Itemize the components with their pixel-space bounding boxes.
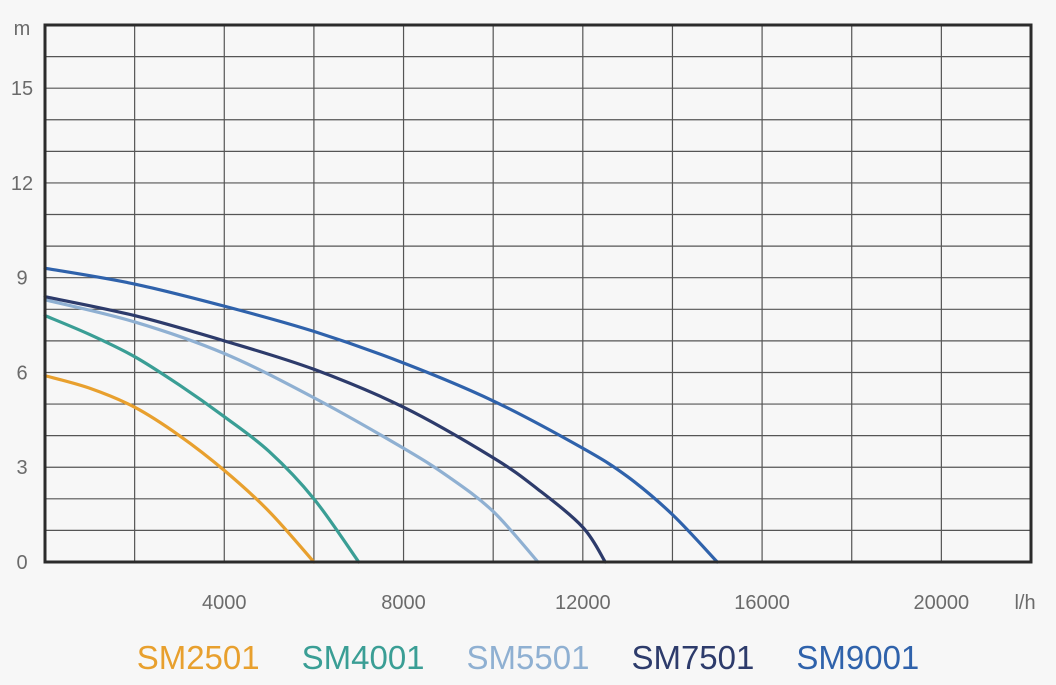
legend: SM2501 SM4001 SM5501 SM7501 SM9001 xyxy=(0,636,1056,680)
y-tick-label: 0 xyxy=(16,552,27,574)
y-tick-label: 15 xyxy=(11,78,33,100)
y-tick-label: 6 xyxy=(16,362,27,384)
legend-item-sm2501: SM2501 xyxy=(136,639,260,676)
series-line-sm5501 xyxy=(43,298,540,564)
y-tick-label: 3 xyxy=(16,457,27,479)
legend-item-sm4001: SM4001 xyxy=(301,639,425,676)
x-tick-label: 20000 xyxy=(914,592,970,614)
plot-frame xyxy=(43,23,1033,564)
x-tick-label: 16000 xyxy=(734,592,790,614)
series-line-sm9001 xyxy=(43,266,719,564)
series-line-sm4001 xyxy=(43,314,361,564)
y-axis-unit: m xyxy=(14,18,31,40)
legend-item-sm7501: SM7501 xyxy=(631,639,755,676)
legend-item-sm5501: SM5501 xyxy=(466,639,590,676)
x-tick-label: 8000 xyxy=(381,592,426,614)
x-tick-label: 4000 xyxy=(202,592,247,614)
y-tick-label: 12 xyxy=(11,173,33,195)
series-lines xyxy=(43,266,719,564)
chart-canvas: 0 3 6 9 12 15 4000 8000 12000 16000 20000 m l/h xyxy=(11,18,1036,614)
grid-lines xyxy=(44,24,1032,563)
series-line-sm7501 xyxy=(43,295,607,564)
y-axis-ticks: 0 3 6 9 12 15 xyxy=(11,78,33,574)
x-axis-unit: l/h xyxy=(1014,592,1035,614)
x-axis-ticks: 4000 8000 12000 16000 20000 xyxy=(202,592,969,614)
x-tick-label: 12000 xyxy=(555,592,611,614)
series-line-sm2501 xyxy=(43,374,316,564)
y-tick-label: 9 xyxy=(16,268,27,290)
legend-item-sm9001: SM9001 xyxy=(796,639,920,676)
